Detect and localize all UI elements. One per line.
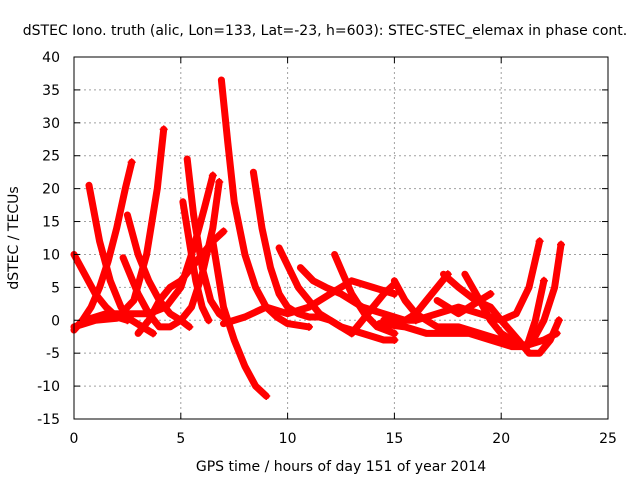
series-7-end-marker	[215, 178, 224, 187]
series-17	[331, 251, 398, 337]
x-tick-label: 25	[599, 431, 617, 447]
y-tick-label: 20	[42, 182, 60, 198]
series-22	[440, 270, 563, 357]
y-tick-label: -10	[37, 379, 60, 395]
series-4-end-marker	[159, 125, 168, 134]
series-24	[461, 241, 565, 351]
series-12-end-marker	[262, 391, 271, 400]
y-tick-label: 10	[42, 247, 60, 263]
series-24-end-marker	[557, 240, 566, 249]
y-tick-label: 40	[42, 50, 60, 66]
series-9	[183, 155, 232, 324]
series-12	[209, 237, 270, 400]
series-6	[81, 172, 217, 324]
series-25	[412, 237, 544, 324]
x-tick-label: 5	[176, 431, 185, 447]
x-tick-label: 15	[385, 431, 403, 447]
series-8-end-marker	[219, 227, 228, 236]
x-tick-label: 0	[70, 431, 79, 447]
series-13	[220, 277, 398, 328]
series-21-end-marker	[539, 276, 548, 285]
series-25-end-marker	[535, 237, 544, 246]
series-6-end-marker	[208, 171, 217, 180]
series-19	[380, 270, 452, 324]
series-2-end-marker	[127, 158, 136, 167]
y-tick-label: -15	[37, 412, 60, 428]
x-tick-label: 20	[492, 431, 510, 447]
series-18	[348, 280, 398, 337]
series-17-end-marker	[390, 329, 399, 338]
y-tick-label: -5	[46, 346, 60, 362]
series-22-end-marker	[554, 316, 563, 325]
series-5-end-marker	[185, 322, 194, 331]
series-layer	[70, 76, 566, 400]
x-tick-label: 10	[279, 431, 297, 447]
x-axis-title: GPS time / hours of day 151 of year 2014	[196, 459, 486, 475]
y-tick-label: 0	[51, 313, 60, 329]
ticks: 0 5 10 15 20 25 -15 -10 -5 0 5 10 15 20 25 30 35 40	[37, 50, 617, 447]
series-10-end-marker	[204, 316, 213, 325]
y-tick-label: 25	[42, 149, 60, 165]
plot-frame	[73, 56, 609, 420]
y-tick-label: 5	[51, 280, 60, 296]
series-11-end-marker	[304, 322, 313, 331]
series-21	[375, 277, 548, 351]
grid	[74, 57, 608, 419]
series-15	[275, 244, 398, 344]
y-tick-label: 30	[42, 116, 60, 132]
y-tick-label: 35	[42, 83, 60, 99]
y-axis-title: dSTEC / TECUs	[6, 186, 22, 289]
y-tick-label: 15	[42, 215, 60, 231]
series-3-end-marker	[149, 329, 158, 338]
series-13-end-marker	[390, 289, 399, 298]
series-8	[134, 227, 227, 337]
series-10	[179, 198, 213, 324]
chart-title: dSTEC Iono. truth (alic, Lon=133, Lat=-2…	[23, 23, 627, 39]
series-23-end-marker	[486, 289, 495, 298]
series-11	[217, 76, 313, 331]
